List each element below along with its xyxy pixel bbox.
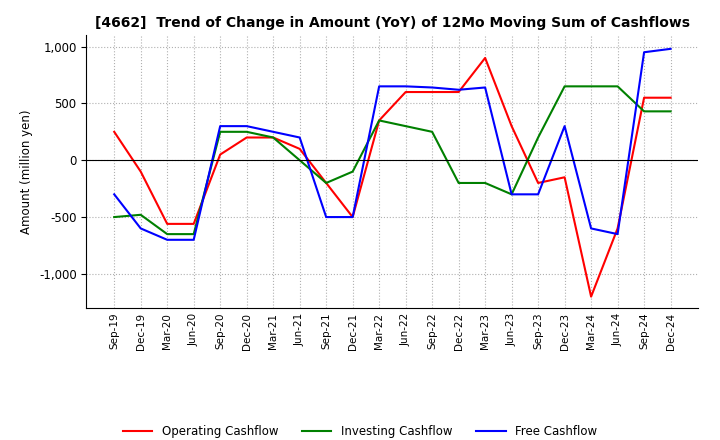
Free Cashflow bbox=[189, 237, 198, 242]
Free Cashflow bbox=[401, 84, 410, 89]
Free Cashflow bbox=[136, 226, 145, 231]
Investing Cashflow bbox=[163, 231, 171, 237]
Investing Cashflow bbox=[322, 180, 330, 186]
Investing Cashflow bbox=[189, 231, 198, 237]
Investing Cashflow bbox=[454, 180, 463, 186]
Investing Cashflow bbox=[666, 109, 675, 114]
Free Cashflow bbox=[295, 135, 304, 140]
Operating Cashflow bbox=[666, 95, 675, 100]
Free Cashflow bbox=[454, 87, 463, 92]
Operating Cashflow bbox=[216, 152, 225, 157]
Operating Cashflow bbox=[375, 118, 384, 123]
Free Cashflow bbox=[216, 124, 225, 129]
Investing Cashflow bbox=[216, 129, 225, 135]
Operating Cashflow bbox=[322, 180, 330, 186]
Free Cashflow bbox=[534, 192, 542, 197]
Free Cashflow bbox=[640, 50, 649, 55]
Investing Cashflow bbox=[401, 124, 410, 129]
Investing Cashflow bbox=[348, 169, 357, 174]
Free Cashflow bbox=[375, 84, 384, 89]
Investing Cashflow bbox=[534, 135, 542, 140]
Line: Free Cashflow: Free Cashflow bbox=[114, 49, 670, 240]
Free Cashflow bbox=[508, 192, 516, 197]
Investing Cashflow bbox=[136, 212, 145, 217]
Investing Cashflow bbox=[508, 192, 516, 197]
Operating Cashflow bbox=[454, 89, 463, 95]
Free Cashflow bbox=[666, 46, 675, 51]
Operating Cashflow bbox=[243, 135, 251, 140]
Operating Cashflow bbox=[136, 169, 145, 174]
Free Cashflow bbox=[322, 214, 330, 220]
Investing Cashflow bbox=[587, 84, 595, 89]
Operating Cashflow bbox=[640, 95, 649, 100]
Investing Cashflow bbox=[295, 158, 304, 163]
Operating Cashflow bbox=[348, 214, 357, 220]
Operating Cashflow bbox=[613, 226, 622, 231]
Title: [4662]  Trend of Change in Amount (YoY) of 12Mo Moving Sum of Cashflows: [4662] Trend of Change in Amount (YoY) o… bbox=[95, 16, 690, 30]
Free Cashflow bbox=[428, 85, 436, 90]
Free Cashflow bbox=[481, 85, 490, 90]
Free Cashflow bbox=[110, 192, 119, 197]
Operating Cashflow bbox=[269, 135, 277, 140]
Operating Cashflow bbox=[401, 89, 410, 95]
Operating Cashflow bbox=[534, 180, 542, 186]
Operating Cashflow bbox=[163, 221, 171, 227]
Investing Cashflow bbox=[110, 214, 119, 220]
Operating Cashflow bbox=[508, 124, 516, 129]
Free Cashflow bbox=[163, 237, 171, 242]
Investing Cashflow bbox=[428, 129, 436, 135]
Free Cashflow bbox=[348, 214, 357, 220]
Operating Cashflow bbox=[428, 89, 436, 95]
Operating Cashflow bbox=[110, 129, 119, 135]
Y-axis label: Amount (million yen): Amount (million yen) bbox=[20, 110, 33, 234]
Operating Cashflow bbox=[481, 55, 490, 61]
Line: Investing Cashflow: Investing Cashflow bbox=[114, 86, 670, 234]
Investing Cashflow bbox=[269, 135, 277, 140]
Legend: Operating Cashflow, Investing Cashflow, Free Cashflow: Operating Cashflow, Investing Cashflow, … bbox=[118, 421, 602, 440]
Free Cashflow bbox=[587, 226, 595, 231]
Investing Cashflow bbox=[560, 84, 569, 89]
Free Cashflow bbox=[613, 231, 622, 237]
Free Cashflow bbox=[269, 129, 277, 135]
Investing Cashflow bbox=[640, 109, 649, 114]
Free Cashflow bbox=[243, 124, 251, 129]
Operating Cashflow bbox=[560, 175, 569, 180]
Investing Cashflow bbox=[375, 118, 384, 123]
Operating Cashflow bbox=[587, 294, 595, 299]
Investing Cashflow bbox=[481, 180, 490, 186]
Free Cashflow bbox=[560, 124, 569, 129]
Investing Cashflow bbox=[613, 84, 622, 89]
Line: Operating Cashflow: Operating Cashflow bbox=[114, 58, 670, 297]
Investing Cashflow bbox=[243, 129, 251, 135]
Operating Cashflow bbox=[189, 221, 198, 227]
Operating Cashflow bbox=[295, 146, 304, 151]
